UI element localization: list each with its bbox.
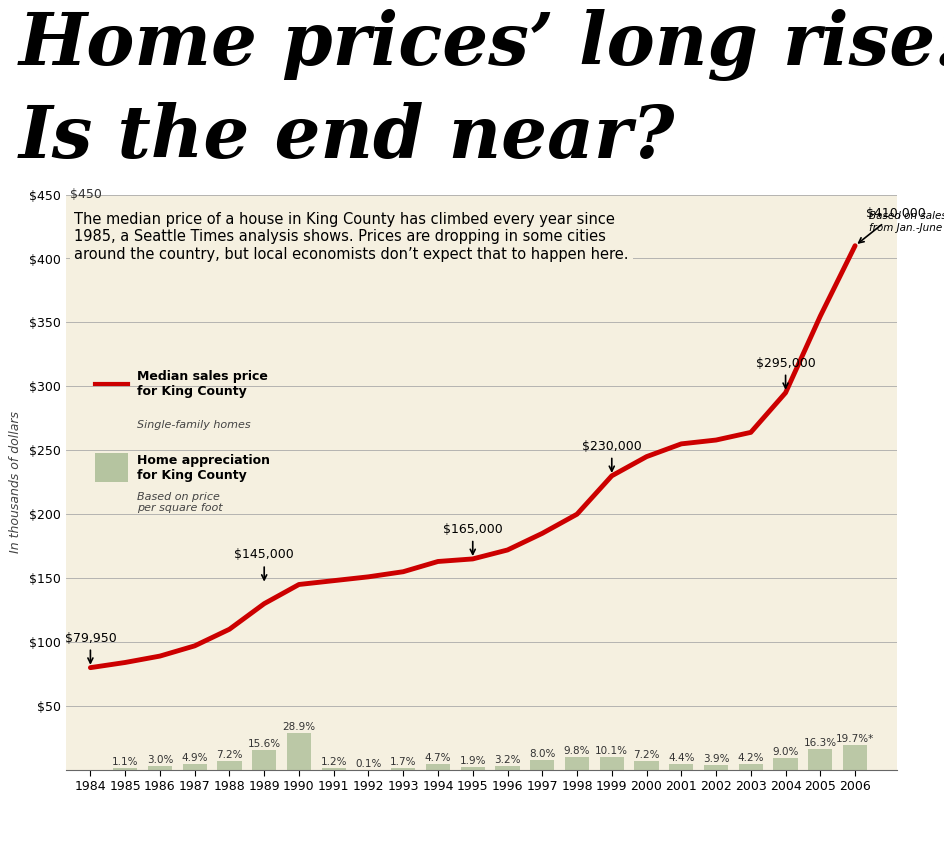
Bar: [461, 767, 485, 770]
Text: The median price of a house in King County has climbed every year since
1985, a : The median price of a house in King Coun…: [75, 212, 629, 261]
Text: Home prices’ long rise:: Home prices’ long rise:: [19, 9, 944, 81]
Bar: [287, 733, 312, 770]
Bar: [252, 750, 277, 770]
Bar: [531, 760, 554, 770]
Bar: [496, 766, 520, 770]
Bar: [426, 764, 450, 770]
Bar: [669, 764, 694, 770]
Text: 10.1%: 10.1%: [596, 746, 629, 756]
Text: 1.9%: 1.9%: [460, 756, 486, 766]
Bar: [391, 767, 415, 770]
Text: 4.9%: 4.9%: [181, 753, 208, 762]
Bar: [808, 749, 833, 770]
Text: Single-family homes: Single-family homes: [137, 420, 250, 430]
Text: 3.9%: 3.9%: [702, 754, 730, 764]
Text: 4.7%: 4.7%: [425, 753, 451, 763]
Text: 4.2%: 4.2%: [737, 754, 764, 763]
Text: 16.3%: 16.3%: [803, 738, 837, 748]
Bar: [704, 765, 728, 770]
Text: 4.4%: 4.4%: [668, 753, 695, 763]
Bar: [565, 757, 589, 770]
Bar: [634, 761, 659, 770]
Text: 3.2%: 3.2%: [495, 755, 521, 765]
Bar: [773, 758, 798, 770]
Text: 1.1%: 1.1%: [112, 757, 139, 767]
Bar: [217, 761, 242, 770]
Text: 1.2%: 1.2%: [320, 757, 347, 767]
Y-axis label: In thousands of dollars: In thousands of dollars: [9, 411, 23, 553]
Text: $79,950: $79,950: [64, 632, 116, 663]
Text: 8.0%: 8.0%: [529, 749, 555, 759]
Text: Based on sales
from Jan.-June 2006: Based on sales from Jan.-June 2006: [869, 212, 944, 233]
Text: $295,000: $295,000: [756, 357, 816, 388]
Bar: [182, 764, 207, 770]
Text: $145,000: $145,000: [234, 548, 295, 580]
Text: $410,000: $410,000: [859, 207, 925, 243]
Text: $165,000: $165,000: [443, 523, 502, 554]
Bar: [843, 744, 868, 770]
Bar: [148, 766, 172, 770]
Text: 28.9%: 28.9%: [282, 722, 315, 732]
Text: $450: $450: [70, 188, 101, 201]
Text: 7.2%: 7.2%: [216, 750, 243, 760]
Text: 7.2%: 7.2%: [633, 750, 660, 760]
Text: 1.7%: 1.7%: [390, 756, 416, 766]
Text: Based on price
per square foot: Based on price per square foot: [137, 492, 223, 514]
Text: Is the end near?: Is the end near?: [19, 102, 675, 173]
Text: $230,000: $230,000: [582, 440, 642, 471]
Text: 9.8%: 9.8%: [564, 746, 590, 756]
Text: 0.1%: 0.1%: [355, 759, 381, 769]
Bar: [113, 768, 137, 770]
Text: 9.0%: 9.0%: [772, 747, 799, 757]
FancyBboxPatch shape: [95, 453, 128, 482]
Text: 15.6%: 15.6%: [247, 739, 280, 749]
Bar: [599, 757, 624, 770]
Bar: [322, 768, 346, 770]
Bar: [738, 765, 763, 770]
Text: 19.7%*: 19.7%*: [836, 733, 874, 744]
Text: Median sales price
for King County: Median sales price for King County: [137, 371, 267, 398]
Text: Home appreciation
for King County: Home appreciation for King County: [137, 453, 270, 482]
Text: 3.0%: 3.0%: [146, 755, 173, 765]
